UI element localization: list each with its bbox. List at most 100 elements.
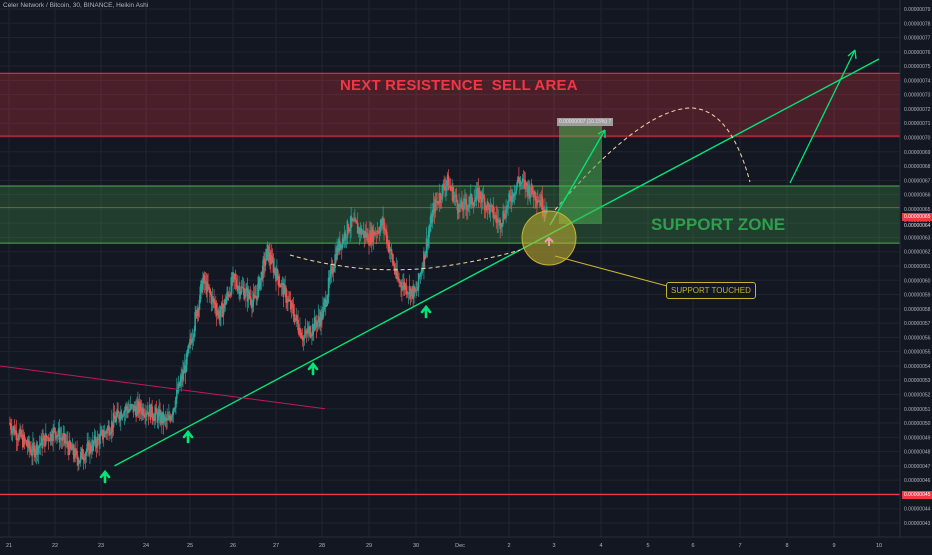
candle-body: [65, 441, 67, 443]
candle-body: [179, 380, 182, 386]
x-tick-label: Dec: [455, 543, 465, 549]
candle-body: [33, 445, 35, 447]
candle-body: [200, 280, 202, 290]
candle-body: [365, 232, 367, 238]
candle-body: [416, 286, 419, 291]
x-tick-label: 4: [599, 543, 602, 549]
candle-body: [378, 232, 381, 234]
candle-body: [463, 198, 465, 210]
candle-body: [312, 323, 314, 335]
candle-body: [486, 201, 489, 210]
projection-arrow-2: [789, 49, 856, 184]
candle-body: [311, 334, 313, 337]
candle-body: [34, 453, 37, 455]
candle-body: [446, 174, 449, 182]
candle-body: [472, 204, 475, 207]
candle-body: [537, 200, 539, 203]
candle-body: [107, 425, 109, 430]
candle-body: [173, 408, 175, 410]
candle-body: [528, 186, 531, 199]
candle-body: [271, 256, 274, 261]
candle-body: [358, 228, 361, 235]
candle-body: [394, 269, 397, 275]
candle-body: [264, 259, 267, 265]
candle-body: [275, 272, 277, 282]
candle-body: [401, 285, 403, 291]
candle-body: [451, 186, 453, 191]
candle-body: [503, 213, 505, 218]
candle-body: [335, 256, 337, 260]
candle-body: [437, 201, 439, 204]
candle-body: [211, 296, 214, 303]
candle-body: [363, 230, 366, 238]
candle-body: [494, 214, 497, 218]
x-tick-label: 24: [143, 543, 149, 549]
candle-body: [20, 429, 22, 438]
candle-body: [269, 252, 271, 261]
candle-body: [316, 321, 319, 327]
candle-body: [403, 282, 406, 290]
candle-body: [449, 185, 452, 188]
candle-body: [344, 233, 347, 240]
candle-body: [193, 329, 196, 337]
touch-up-arrow: [420, 304, 432, 319]
candle-body: [99, 433, 101, 444]
candle-body: [54, 427, 56, 433]
candle-body: [493, 215, 496, 218]
candle-body: [175, 397, 177, 408]
x-tick-label: 10: [876, 543, 882, 549]
candle-body: [242, 287, 245, 289]
candle-body: [128, 409, 130, 413]
candle-body: [402, 285, 404, 290]
candle-body: [525, 182, 527, 188]
candle-body: [255, 295, 258, 298]
candle-body: [410, 289, 413, 297]
candle-body: [492, 205, 495, 219]
candle-body: [170, 416, 173, 420]
candle-body: [227, 293, 230, 297]
candle-body: [184, 366, 187, 373]
candle-body: [268, 251, 270, 258]
candle-body: [466, 204, 468, 211]
candle-body: [192, 335, 195, 339]
candle-body: [345, 237, 348, 239]
candle-body: [58, 429, 61, 443]
candle-body: [228, 293, 231, 297]
candle-body: [508, 193, 510, 203]
candle-body: [534, 192, 536, 201]
candle-body: [349, 226, 351, 232]
candle-body: [196, 307, 199, 316]
candle-body: [165, 417, 168, 421]
candle-body: [339, 241, 341, 251]
candle-body: [490, 204, 493, 207]
candle-body: [183, 371, 185, 374]
candle-body: [215, 303, 217, 311]
candle-body: [277, 276, 280, 287]
candle-body: [76, 450, 78, 460]
candle-body: [326, 295, 329, 304]
candle-body: [243, 288, 245, 300]
candle-body: [63, 433, 65, 437]
candle-body: [487, 202, 490, 205]
candle-body: [265, 249, 268, 261]
candle-body: [546, 206, 548, 214]
candle-body: [264, 259, 266, 266]
y-tick-label: 0.00000070: [904, 136, 931, 142]
candle-body: [299, 328, 301, 334]
candle-body: [159, 410, 161, 424]
candle-body: [48, 440, 51, 442]
candle-body: [239, 292, 242, 294]
candle-body: [258, 279, 261, 290]
candle-body: [25, 440, 28, 446]
y-tick-label: 0.00000065: [904, 207, 931, 213]
candle-body: [286, 299, 288, 303]
candle-body: [176, 390, 179, 392]
candle-body: [222, 306, 225, 315]
candle-body: [125, 405, 127, 410]
candle-body: [81, 449, 84, 460]
candle-body: [215, 309, 218, 316]
candle-body: [41, 437, 43, 449]
candle-body: [233, 274, 235, 275]
